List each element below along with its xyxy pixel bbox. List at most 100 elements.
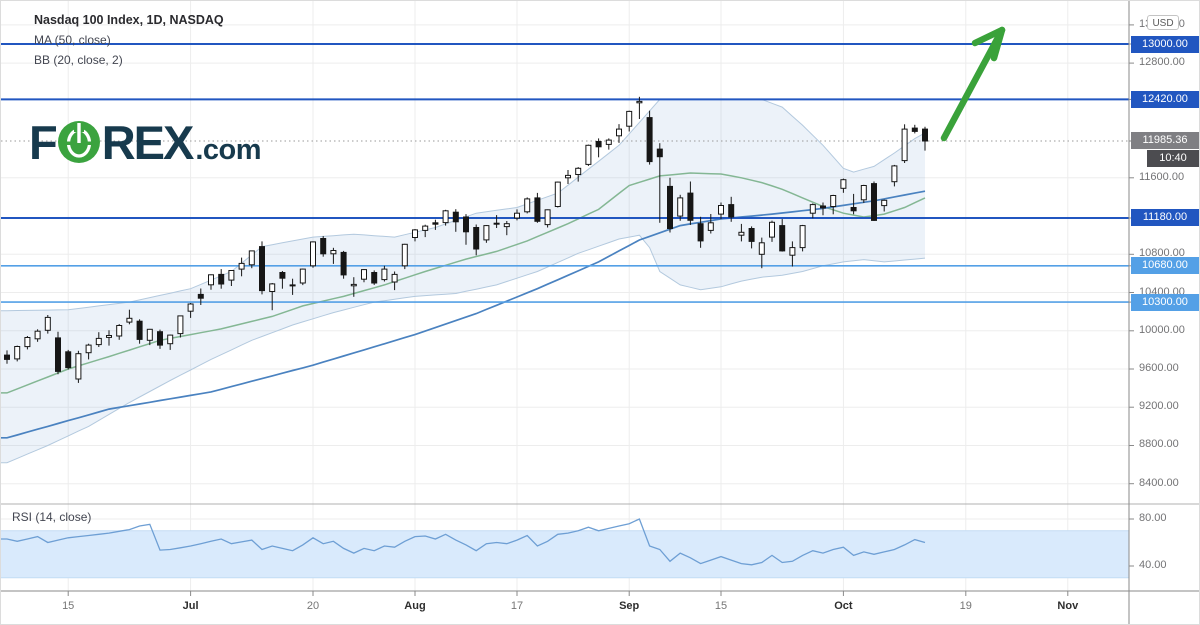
candle xyxy=(157,331,163,346)
candle xyxy=(412,229,418,238)
price-axis-label: 9200.00 xyxy=(1139,400,1179,413)
last-price-badge: 11985.36 xyxy=(1131,132,1199,150)
candle xyxy=(85,344,92,354)
candle xyxy=(452,211,459,223)
candle xyxy=(524,198,531,213)
candle xyxy=(779,225,786,252)
candle xyxy=(922,128,928,142)
candle xyxy=(106,335,112,338)
price-axis-label: 10000.00 xyxy=(1139,323,1185,336)
arrow-up-annotation xyxy=(940,26,1006,142)
candle xyxy=(95,337,102,346)
candle xyxy=(279,272,286,279)
candle xyxy=(14,346,21,360)
time-axis-label: Aug xyxy=(404,600,426,612)
rsi-line xyxy=(1,518,926,566)
time-axis-label: 15 xyxy=(714,600,728,612)
candle xyxy=(493,222,500,225)
price-axis-label: 9600.00 xyxy=(1139,362,1179,374)
candle xyxy=(820,205,826,209)
currency-button[interactable]: USD xyxy=(1147,15,1179,30)
candle xyxy=(901,128,908,162)
candle xyxy=(697,223,704,242)
time-axis-label: Oct xyxy=(834,600,853,612)
time-axis-label: Jul xyxy=(182,600,199,612)
candle xyxy=(320,238,327,255)
candle xyxy=(463,216,469,233)
candle xyxy=(238,262,245,270)
candle xyxy=(595,141,602,148)
price-level-badge: 13000.00 xyxy=(1131,35,1199,53)
candle xyxy=(208,274,214,286)
candle xyxy=(259,246,265,292)
candle xyxy=(75,353,82,380)
price-axis-label: 10800.00 xyxy=(1139,247,1185,260)
time-axis-label: 15 xyxy=(62,600,75,612)
candle xyxy=(728,204,735,218)
candle xyxy=(401,243,408,267)
price-level-badge: 10680.00 xyxy=(1131,257,1199,275)
candle xyxy=(269,283,276,292)
bb-legend-label: BB (20, close, 2) xyxy=(34,53,123,67)
candle xyxy=(626,110,633,127)
candle xyxy=(718,205,724,215)
candle xyxy=(483,225,490,241)
candle xyxy=(432,222,439,225)
candle xyxy=(136,320,143,340)
candle xyxy=(177,315,184,335)
symbol-title: Nasdaq 100 Index, 1D, NASDAQ xyxy=(34,13,224,27)
rsi-legend-label: RSI (14, close) xyxy=(12,510,92,524)
candle xyxy=(310,241,316,267)
candle xyxy=(228,270,235,281)
candle xyxy=(534,197,541,222)
candle xyxy=(687,192,694,221)
candle xyxy=(126,317,133,323)
candle xyxy=(289,284,296,287)
bollinger-band-fill xyxy=(1,99,925,463)
legend: Nasdaq 100 Index, 1D, NASDAQ MA (50, clo… xyxy=(34,11,224,70)
bollinger-basis-line xyxy=(1,172,926,394)
candle xyxy=(565,174,571,179)
candle xyxy=(65,351,72,369)
candle xyxy=(891,165,898,183)
candle xyxy=(422,225,429,231)
time-axis-label: 19 xyxy=(959,600,972,612)
rsi-axis-label: 40.00 xyxy=(1139,559,1167,571)
candle xyxy=(340,251,347,276)
candle xyxy=(167,334,174,345)
candle xyxy=(218,273,225,285)
candle xyxy=(707,222,714,231)
candle xyxy=(646,117,653,163)
price-axis-label: 11600.00 xyxy=(1139,170,1185,183)
candle xyxy=(850,207,857,212)
candle xyxy=(871,183,877,221)
price-level-badge: 12420.00 xyxy=(1131,90,1199,108)
candle xyxy=(677,197,684,217)
candle xyxy=(381,268,388,281)
candle xyxy=(248,250,255,266)
candle xyxy=(514,212,520,219)
candle xyxy=(748,228,755,242)
candle xyxy=(789,247,796,256)
ma50-line xyxy=(1,190,926,439)
candle xyxy=(616,128,622,137)
candle xyxy=(187,303,194,312)
candle xyxy=(911,127,918,132)
candle xyxy=(881,199,888,207)
candle xyxy=(442,210,449,224)
ma-legend-label: MA (50, close) xyxy=(34,33,111,47)
candle xyxy=(554,181,561,208)
candle xyxy=(585,144,592,165)
candle xyxy=(503,223,510,228)
candle xyxy=(34,330,41,340)
candle xyxy=(758,242,765,255)
candle xyxy=(636,100,643,104)
price-axis-label: 12800.00 xyxy=(1139,56,1185,69)
candle xyxy=(299,268,306,284)
price-level-badge: 11180.00 xyxy=(1131,209,1199,227)
logo-dot-com: .com xyxy=(195,134,262,166)
candle xyxy=(860,185,867,201)
time-axis-label: 17 xyxy=(510,600,524,612)
